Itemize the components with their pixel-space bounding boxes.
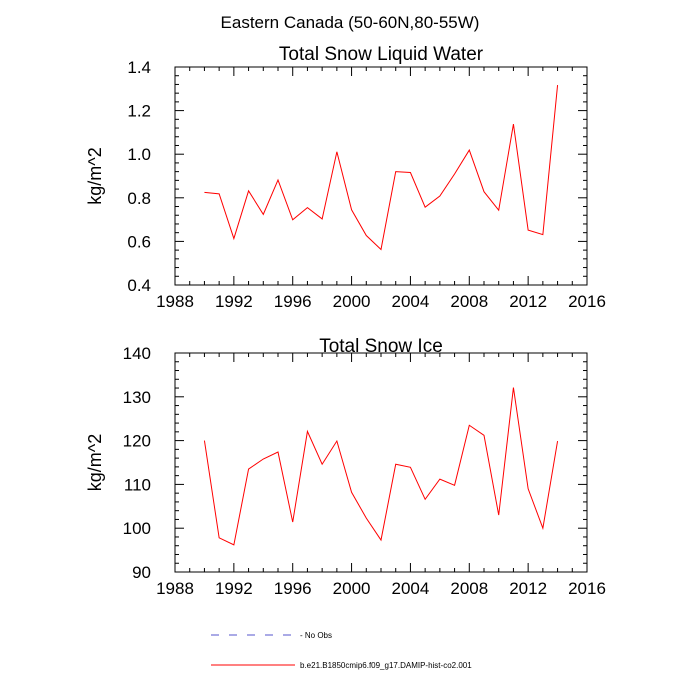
data-point (380, 248, 382, 250)
x-tick-label: 1988 (156, 579, 194, 598)
data-point (321, 463, 323, 465)
data-point (321, 218, 323, 220)
y-axis-label: kg/m^2 (85, 147, 105, 204)
data-point (409, 466, 411, 468)
data-point (277, 179, 279, 181)
data-point (306, 430, 308, 432)
x-tick-label: 2004 (392, 292, 430, 311)
chart-panels: Total Snow Liquid Water 1988 1992 1996 2000 2… (85, 44, 606, 598)
x-tick-label: 2012 (509, 292, 547, 311)
data-point (262, 213, 264, 215)
data-point (233, 238, 235, 240)
x-tick-label: 2016 (568, 292, 606, 311)
data-point (248, 190, 250, 192)
data-point (351, 491, 353, 493)
y-tick-label: 1.2 (127, 102, 151, 121)
y-tick-label: 0.8 (127, 189, 151, 208)
chart-title: Total Snow Liquid Water (279, 44, 484, 65)
y-tick-label: 0.6 (127, 232, 151, 251)
data-point (439, 478, 441, 480)
data-point (483, 191, 485, 193)
data-point (483, 434, 485, 436)
data-point (498, 209, 500, 211)
x-tick-label: 2000 (333, 579, 371, 598)
data-point (351, 209, 353, 211)
data-point (454, 484, 456, 486)
series-line (204, 85, 559, 251)
x-tick-label: 2016 (568, 579, 606, 598)
legend-label: - No Obs (300, 631, 332, 640)
x-tick-label: 2008 (450, 579, 488, 598)
data-point (424, 206, 426, 208)
x-tick-label: 2012 (509, 579, 547, 598)
data-point (277, 451, 279, 453)
y-tick-label: 0.4 (127, 276, 151, 295)
x-tick-label: 1996 (274, 579, 312, 598)
data-point (395, 171, 397, 173)
x-tick-label: 1992 (215, 292, 253, 311)
x-tick-label: 2008 (450, 292, 488, 311)
x-tick-label: 2000 (333, 292, 371, 311)
data-point (439, 195, 441, 197)
data-point (424, 498, 426, 500)
y-tick-label: 1.4 (127, 58, 151, 77)
data-point (306, 207, 308, 209)
data-point (512, 123, 514, 125)
data-point (365, 517, 367, 519)
y-tick-label: 120 (123, 432, 151, 451)
data-point (395, 463, 397, 465)
data-point (557, 84, 559, 86)
data-point (542, 527, 544, 529)
chart-title: Total Snow Ice (319, 336, 443, 357)
y-axis-label: kg/m^2 (85, 434, 105, 491)
data-point (292, 521, 294, 523)
x-tick-label: 1988 (156, 292, 194, 311)
data-point (336, 151, 338, 153)
x-tick-label: 2004 (392, 579, 430, 598)
legend-label: b.e21.B1850cmip6.f09_g17.DAMIP-hist-co2.… (300, 661, 472, 670)
x-tick-label: 1996 (274, 292, 312, 311)
data-point (292, 219, 294, 221)
y-tick-label: 130 (123, 388, 151, 407)
data-point (542, 234, 544, 236)
data-point (336, 440, 338, 442)
data-point (557, 440, 559, 442)
y-tick-label: 90 (132, 563, 151, 582)
x-tick-label: 1992 (215, 579, 253, 598)
y-tick-label: 100 (123, 519, 151, 538)
data-point (203, 191, 205, 193)
data-point (262, 458, 264, 460)
y-tick-label: 1.0 (127, 145, 151, 164)
data-point (380, 539, 382, 541)
y-tick-label: 110 (124, 475, 151, 494)
data-point (468, 424, 470, 426)
data-point (365, 235, 367, 237)
series-line (203, 387, 559, 546)
data-point (248, 468, 250, 470)
data-point (218, 193, 220, 195)
data-point (203, 440, 205, 442)
data-point (527, 229, 529, 231)
data-point (409, 172, 411, 174)
data-point (498, 514, 500, 516)
plot-frame (174, 66, 588, 286)
figure-suptitle: Eastern Canada (50-60N,80-55W) (221, 13, 480, 32)
data-point (527, 488, 529, 490)
legend: - No Obs b.e21.B1850cmip6.f09_g17.DAMIP-h… (211, 631, 472, 670)
chart-panel-2: Total Snow Ice 1988 1992 1996 2000 2004 2008 20… (85, 336, 606, 598)
data-point (512, 387, 514, 389)
data-point (468, 149, 470, 151)
data-point (233, 544, 235, 546)
y-tick-label: 140 (123, 344, 151, 363)
data-point (454, 173, 456, 175)
chart-panel-1: Total Snow Liquid Water 1988 1992 1996 2000 2… (85, 44, 606, 311)
data-point (218, 537, 220, 539)
